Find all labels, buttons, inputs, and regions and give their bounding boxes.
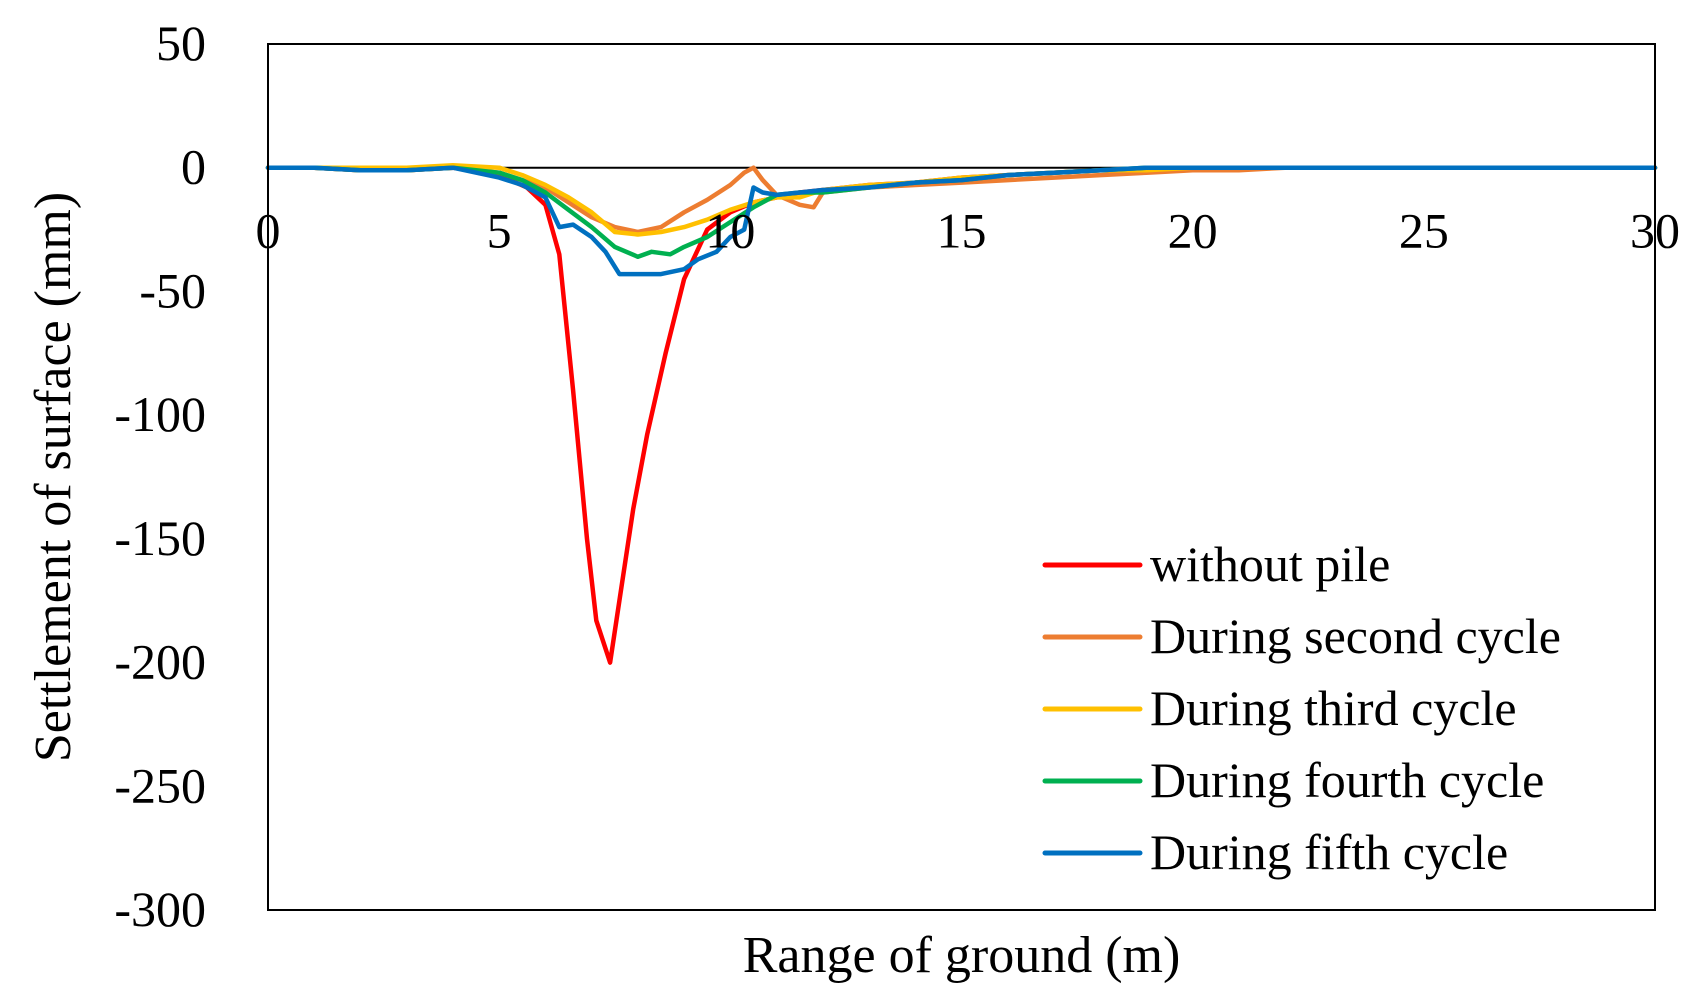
- y-axis-ticks: 50 0 -50 -100 -150 -200 -250 -300: [114, 15, 206, 937]
- x-tick-label: 25: [1399, 203, 1449, 259]
- legend-label: During third cycle: [1150, 680, 1517, 736]
- y-tick-label: -300: [114, 881, 206, 937]
- x-axis-ticks: 0 5 10 15 20 25 30: [256, 203, 1681, 259]
- x-axis-title: Range of ground (m): [743, 927, 1181, 984]
- y-tick-label: -200: [114, 634, 206, 690]
- x-tick-label: 20: [1168, 203, 1218, 259]
- legend-label: During fourth cycle: [1150, 752, 1544, 808]
- x-tick-label: 15: [937, 203, 987, 259]
- legend-label: During second cycle: [1150, 608, 1561, 664]
- y-tick-label: -250: [114, 757, 206, 813]
- x-tick-label: 5: [487, 203, 512, 259]
- plot-area-frame: [267, 43, 1656, 911]
- legend-label: without pile: [1150, 536, 1390, 592]
- legend-label: During fifth cycle: [1150, 824, 1508, 880]
- x-tick-label: 10: [705, 203, 755, 259]
- x-tick-label: 0: [256, 203, 281, 259]
- y-tick-label: -100: [114, 386, 206, 442]
- series-group: [265, 162, 1658, 665]
- series-line-5: [265, 165, 1658, 277]
- y-tick-label: -150: [114, 510, 206, 566]
- y-axis-title: Settlement of surface (mm): [25, 192, 82, 762]
- x-tick-label: 30: [1630, 203, 1680, 259]
- y-tick-label: -50: [139, 262, 206, 318]
- y-tick-label: 0: [181, 139, 206, 195]
- y-tick-label: 50: [156, 15, 206, 71]
- legend: without pile During second cycle During th…: [1042, 536, 1561, 880]
